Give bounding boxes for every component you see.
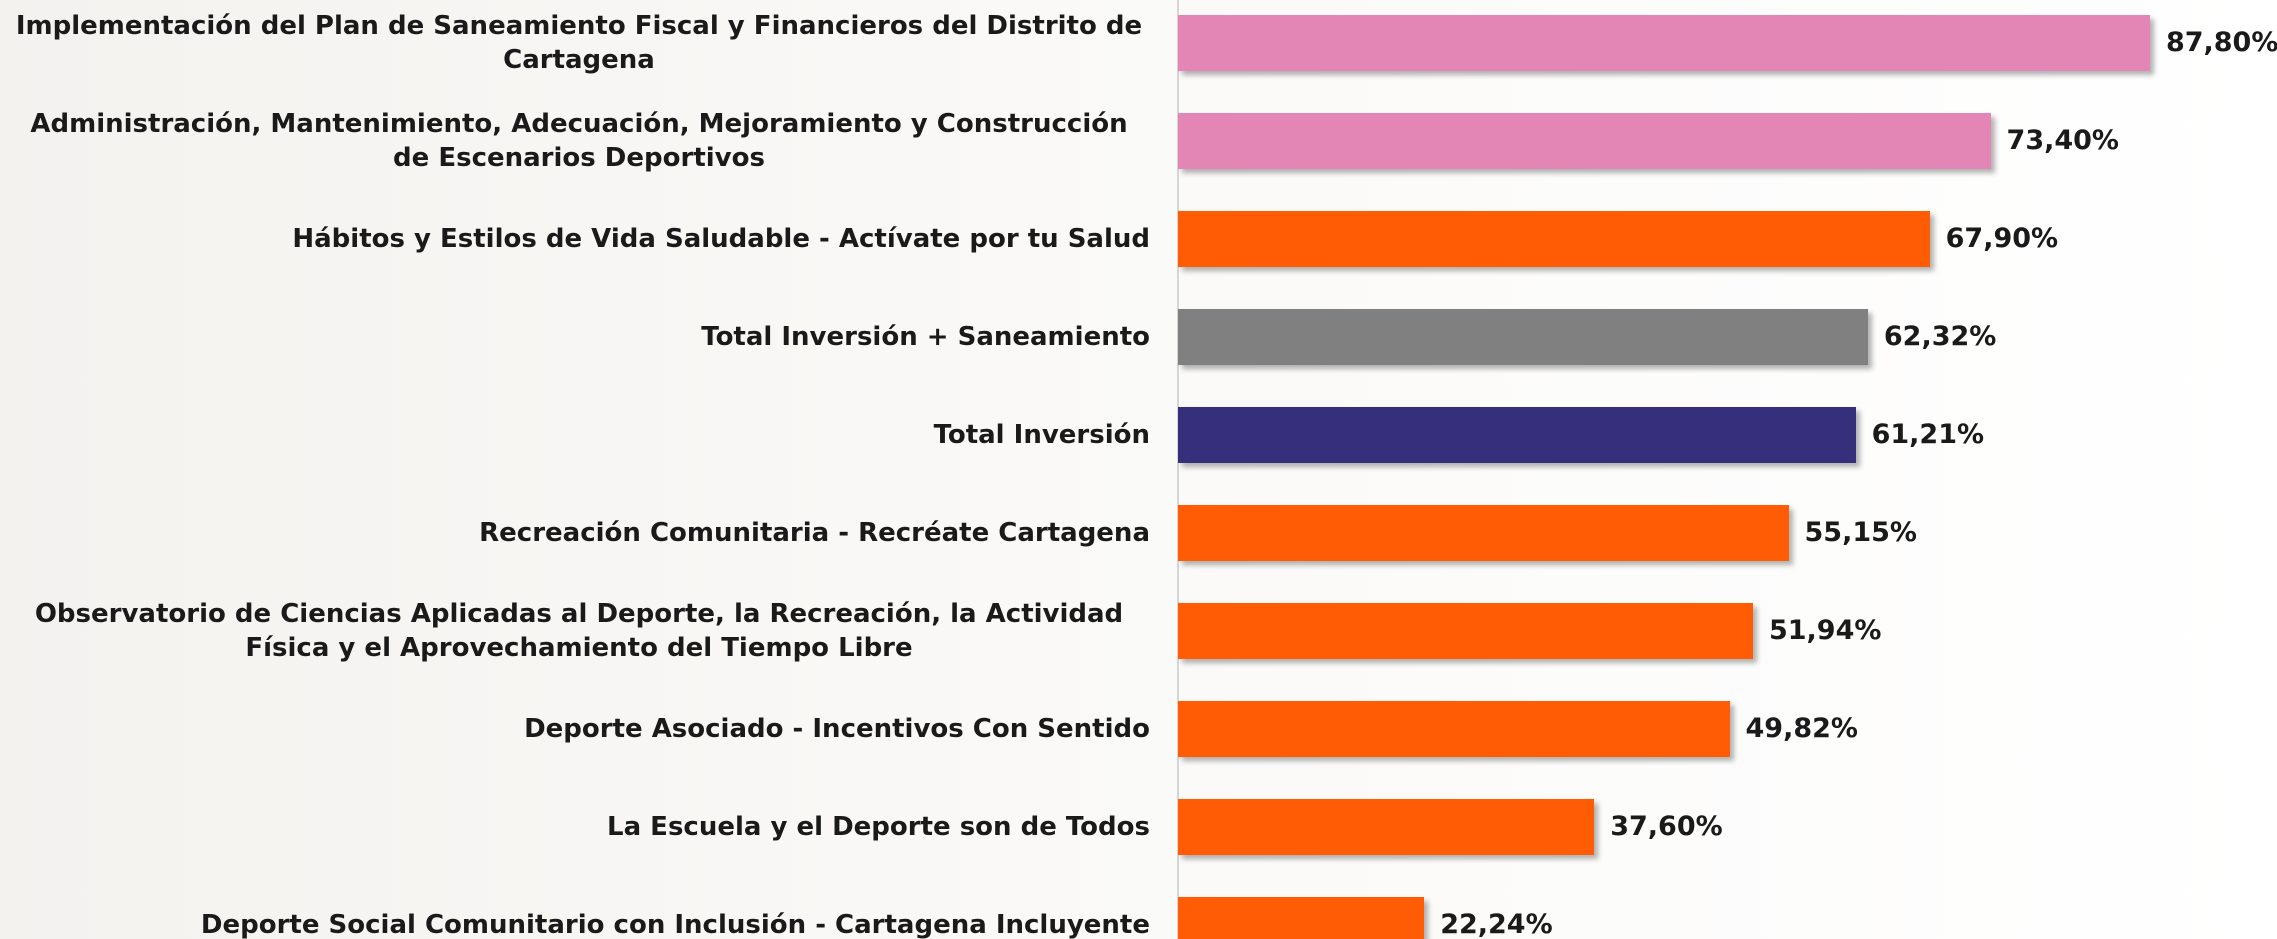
category-text: Deporte Asociado - Incentivos Con Sentid…: [524, 712, 1150, 746]
bar: [1178, 211, 1930, 267]
bar: [1178, 701, 1730, 757]
value-label: 62,32%: [1884, 309, 1996, 365]
value-label: 87,80%: [2166, 15, 2277, 71]
category-label: Deporte Asociado - Incentivos Con Sentid…: [8, 689, 1150, 769]
category-label: Observatorio de Ciencias Aplicadas al De…: [8, 591, 1150, 671]
bar: [1178, 309, 1868, 365]
value-label: 67,90%: [1946, 211, 2058, 267]
category-label: Deporte Social Comunitario con Inclusión…: [8, 885, 1150, 939]
bar: [1178, 113, 1991, 169]
category-text: Hábitos y Estilos de Vida Saludable - Ac…: [292, 222, 1150, 256]
bar: [1178, 505, 1789, 561]
value-label: 73,40%: [2007, 113, 2119, 169]
value-label: 51,94%: [1769, 603, 1881, 659]
value-label: 55,15%: [1805, 505, 1917, 561]
category-label: Implementación del Plan de Saneamiento F…: [8, 3, 1150, 83]
chart: Implementación del Plan de Saneamiento F…: [0, 0, 2277, 939]
bar: [1178, 407, 1856, 463]
category-label: Recreación Comunitaria - Recréate Cartag…: [8, 493, 1150, 573]
category-text: Administración, Mantenimiento, Adecuació…: [8, 107, 1150, 175]
category-label: Hábitos y Estilos de Vida Saludable - Ac…: [8, 199, 1150, 279]
bar: [1178, 603, 1753, 659]
bar: [1178, 799, 1594, 855]
category-label: Administración, Mantenimiento, Adecuació…: [8, 101, 1150, 181]
value-label: 22,24%: [1440, 897, 1552, 939]
value-label: 61,21%: [1872, 407, 1984, 463]
category-text: Observatorio de Ciencias Aplicadas al De…: [8, 597, 1150, 665]
category-label: Total Inversión: [8, 395, 1150, 475]
category-label: La Escuela y el Deporte son de Todos: [8, 787, 1150, 867]
category-text: La Escuela y el Deporte son de Todos: [607, 810, 1150, 844]
category-label: Total Inversión + Saneamiento: [8, 297, 1150, 377]
category-text: Recreación Comunitaria - Recréate Cartag…: [479, 516, 1150, 550]
value-label: 49,82%: [1746, 701, 1858, 757]
category-text: Total Inversión + Saneamiento: [701, 320, 1150, 354]
category-text: Implementación del Plan de Saneamiento F…: [8, 9, 1150, 77]
category-text: Total Inversión: [934, 418, 1150, 452]
bar: [1178, 15, 2150, 71]
bar: [1178, 897, 1424, 939]
category-text: Deporte Social Comunitario con Inclusión…: [201, 908, 1150, 939]
value-label: 37,60%: [1610, 799, 1722, 855]
